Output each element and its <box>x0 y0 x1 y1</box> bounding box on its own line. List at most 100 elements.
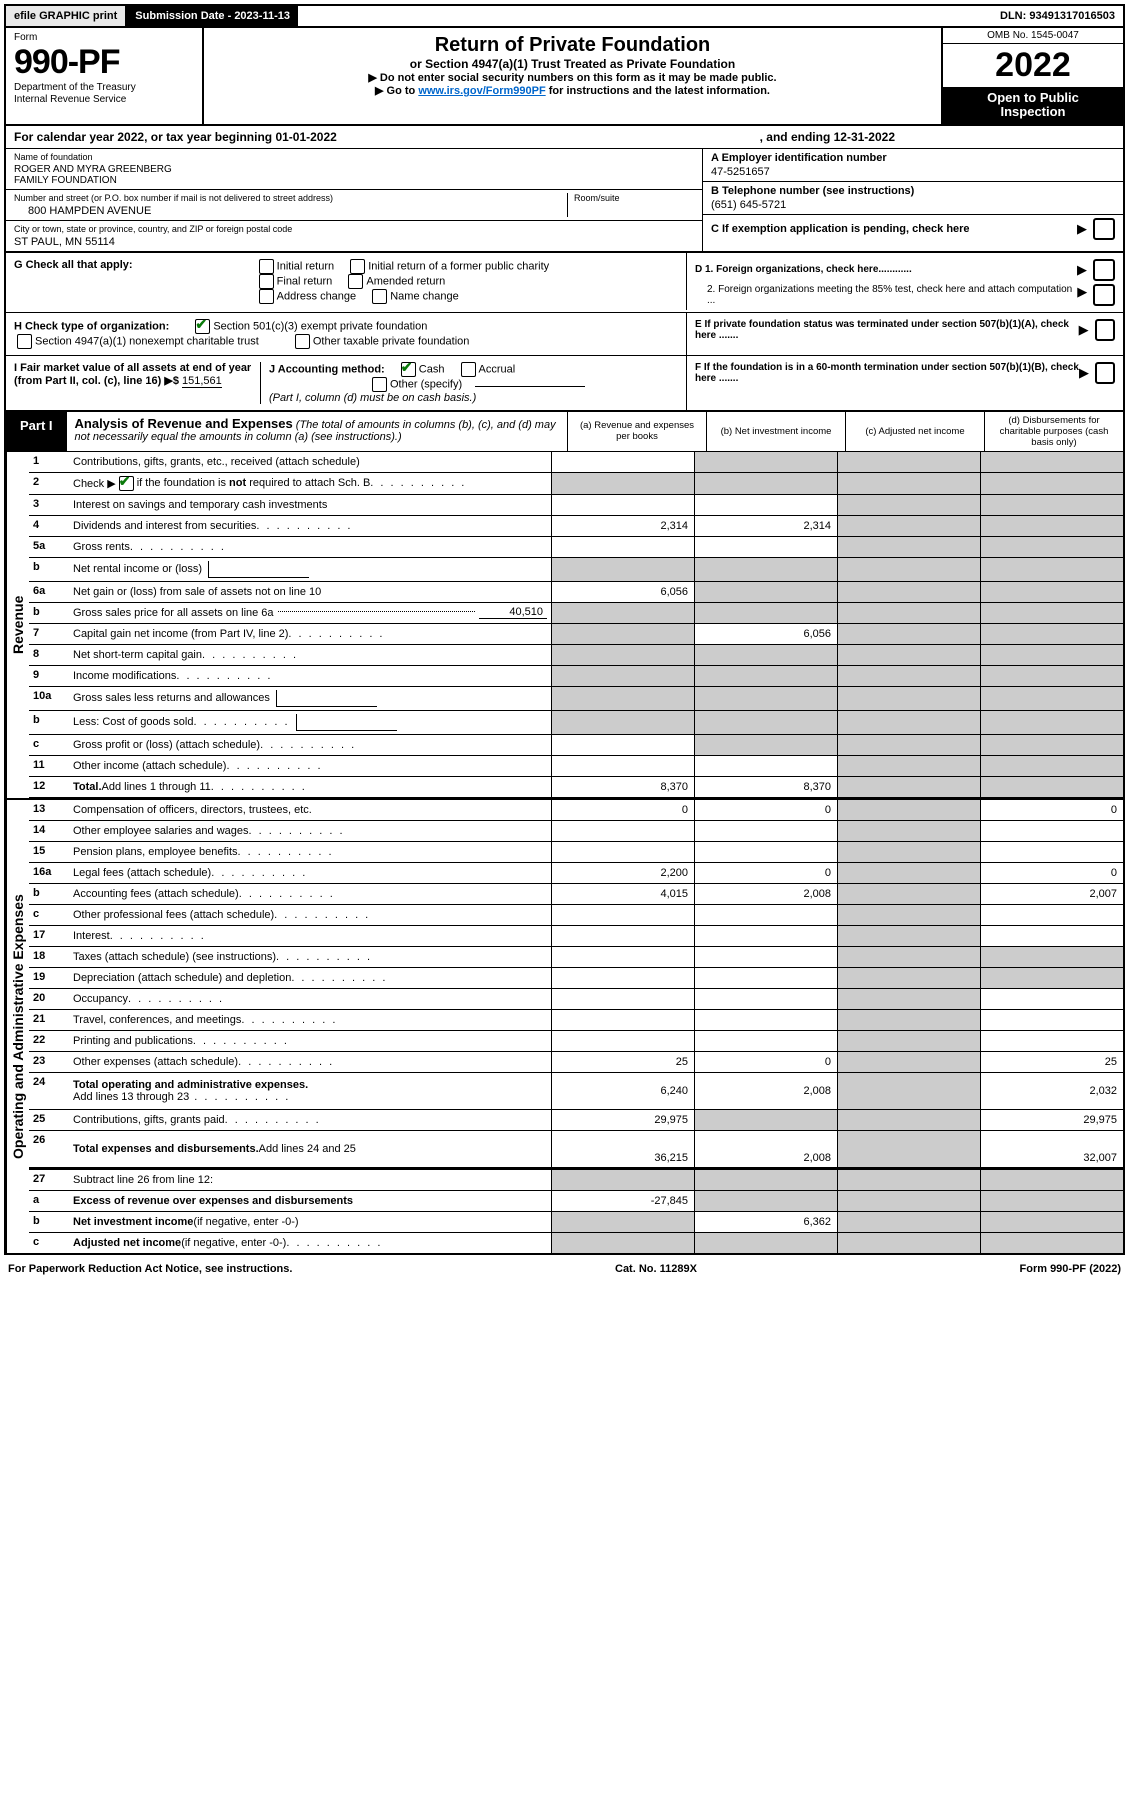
h-cb-1[interactable] <box>195 319 210 334</box>
g-opt-1: Initial return of a former public charit… <box>347 259 549 274</box>
form-note-1: ▶ Do not enter social security numbers o… <box>214 71 931 84</box>
name-label: Name of foundation <box>14 152 694 162</box>
c-checkbox[interactable] <box>1093 218 1115 240</box>
row-10b: b Less: Cost of goods sold <box>29 711 1123 735</box>
d-section: D 1. Foreign organizations, check here..… <box>687 253 1123 312</box>
g-cb-2[interactable] <box>259 274 274 289</box>
form-number: 990-PF <box>14 43 194 82</box>
col-d-header: (d) Disbursements for charitable purpose… <box>984 412 1123 451</box>
g-cb-1[interactable] <box>350 259 365 274</box>
footer-left: For Paperwork Reduction Act Notice, see … <box>8 1263 292 1275</box>
row-5a: 5a Gross rents <box>29 537 1123 558</box>
h-label: H Check type of organization: <box>14 320 169 332</box>
c-label: C If exemption application is pending, c… <box>711 223 970 235</box>
revenue-side-label: Revenue <box>6 452 29 798</box>
g-label: G Check all that apply: <box>14 259 133 271</box>
form-container: efile GRAPHIC print Submission Date - 20… <box>4 4 1125 1255</box>
phone-value: (651) 645-5721 <box>711 197 1115 211</box>
row-27c: c Adjusted net income (if negative, ente… <box>29 1233 1123 1253</box>
row-27b: b Net investment income (if negative, en… <box>29 1212 1123 1233</box>
row-1: 1 Contributions, gifts, grants, etc., re… <box>29 452 1123 473</box>
arrow-icon: ▶ <box>1077 262 1087 278</box>
row-14: 14 Other employee salaries and wages <box>29 821 1123 842</box>
row-3: 3 Interest on savings and temporary cash… <box>29 495 1123 516</box>
row-17: 17 Interest <box>29 926 1123 947</box>
i-j-section: I Fair market value of all assets at end… <box>6 356 687 410</box>
cal-year-end: , and ending 12-31-2022 <box>760 130 895 144</box>
footer-mid: Cat. No. 11289X <box>615 1263 697 1275</box>
header-left: Form 990-PF Department of the Treasury I… <box>6 28 204 124</box>
j-accrual: Accrual <box>458 362 516 377</box>
g-cb-0[interactable] <box>259 259 274 274</box>
part-1-title: Analysis of Revenue and Expenses (The to… <box>67 412 567 451</box>
row-21: 21 Travel, conferences, and meetings <box>29 1010 1123 1031</box>
expenses-rows: 13 Compensation of officers, directors, … <box>29 800 1123 1253</box>
h-cb-2[interactable] <box>17 334 32 349</box>
arrow-icon: ▶ <box>1077 284 1087 300</box>
irs-link[interactable]: www.irs.gov/Form990PF <box>418 85 545 97</box>
g-cb-5[interactable] <box>372 289 387 304</box>
f-section: F If the foundation is in a 60-month ter… <box>687 356 1123 390</box>
g-opt-4: Address change <box>256 289 357 304</box>
revenue-rows: 1 Contributions, gifts, grants, etc., re… <box>29 452 1123 798</box>
row-18: 18 Taxes (attach schedule) (see instruct… <box>29 947 1123 968</box>
row-4: 4 Dividends and interest from securities… <box>29 516 1123 537</box>
row-8: 8 Net short-term capital gain <box>29 645 1123 666</box>
revenue-section: Revenue 1 Contributions, gifts, grants, … <box>6 452 1123 798</box>
schb-checkbox[interactable] <box>119 476 134 491</box>
row-16b: b Accounting fees (attach schedule) 4,01… <box>29 884 1123 905</box>
j-cb-other[interactable] <box>372 377 387 392</box>
phone-cell: B Telephone number (see instructions) (6… <box>703 182 1123 215</box>
g-cb-3[interactable] <box>348 274 363 289</box>
section-i-j-f: I Fair market value of all assets at end… <box>6 356 1123 410</box>
row-20: 20 Occupancy <box>29 989 1123 1010</box>
g-cb-4[interactable] <box>259 289 274 304</box>
d1-checkbox[interactable] <box>1093 259 1115 281</box>
dept-text: Department of the Treasury Internal Reve… <box>14 82 194 106</box>
city-label: City or town, state or province, country… <box>14 224 694 234</box>
h-opt-2: Section 4947(a)(1) nonexempt charitable … <box>14 334 259 349</box>
efile-badge: efile GRAPHIC print <box>6 6 127 26</box>
city: ST PAUL, MN 55114 <box>14 234 694 248</box>
d2-checkbox[interactable] <box>1093 284 1115 306</box>
j-cash: Cash <box>398 362 445 377</box>
h-opt-1: Section 501(c)(3) exempt private foundat… <box>192 319 427 334</box>
row-25: 25 Contributions, gifts, grants paid 29,… <box>29 1110 1123 1131</box>
ein-label: A Employer identification number <box>711 152 1115 164</box>
section-h-e: H Check type of organization: Section 50… <box>6 313 1123 356</box>
e-label: E If private foundation status was termi… <box>695 319 1079 341</box>
row-7: 7 Capital gain net income (from Part IV,… <box>29 624 1123 645</box>
expenses-section: Operating and Administrative Expenses 13… <box>6 798 1123 1253</box>
row-15: 15 Pension plans, employee benefits <box>29 842 1123 863</box>
topbar: efile GRAPHIC print Submission Date - 20… <box>6 6 1123 28</box>
form-title: Return of Private Foundation <box>214 34 931 57</box>
row-6a: 6a Net gain or (loss) from sale of asset… <box>29 582 1123 603</box>
expenses-side-label: Operating and Administrative Expenses <box>6 800 29 1253</box>
calendar-year-row: For calendar year 2022, or tax year begi… <box>6 126 1123 149</box>
arrow-icon: ▶ <box>1079 322 1089 338</box>
col-b-header: (b) Net investment income <box>706 412 845 451</box>
id-left: Name of foundation ROGER AND MYRA GREENB… <box>6 149 703 251</box>
f-checkbox[interactable] <box>1095 362 1115 384</box>
j-cb-accrual[interactable] <box>461 362 476 377</box>
j-block: J Accounting method: Cash Accrual Other … <box>261 362 678 404</box>
h-opt-3: Other taxable private foundation <box>292 334 470 349</box>
form-note-2: ▶ Go to www.irs.gov/Form990PF for instru… <box>214 84 931 97</box>
part-1-label: Part I <box>6 412 67 451</box>
note2-pre: ▶ Go to <box>375 85 418 97</box>
header-mid: Return of Private Foundation or Section … <box>204 28 941 124</box>
row-24: 24 Total operating and administrative ex… <box>29 1073 1123 1110</box>
j-label: J Accounting method: <box>269 363 385 375</box>
h-cb-3[interactable] <box>295 334 310 349</box>
f-label: F If the foundation is in a 60-month ter… <box>695 362 1079 384</box>
row-27a: a Excess of revenue over expenses and di… <box>29 1191 1123 1212</box>
g-opt-0: Initial return <box>256 259 334 274</box>
row-19: 19 Depreciation (attach schedule) and de… <box>29 968 1123 989</box>
footer-right: Form 990-PF (2022) <box>1020 1263 1122 1275</box>
part-cols-header: (a) Revenue and expenses per books (b) N… <box>567 412 1123 451</box>
j-cb-cash[interactable] <box>401 362 416 377</box>
exemption-cell: C If exemption application is pending, c… <box>703 215 1123 243</box>
row-26: 26 Total expenses and disbursements. Add… <box>29 1131 1123 1168</box>
header-right: OMB No. 1545-0047 2022 Open to Public In… <box>941 28 1123 124</box>
e-checkbox[interactable] <box>1095 319 1115 341</box>
